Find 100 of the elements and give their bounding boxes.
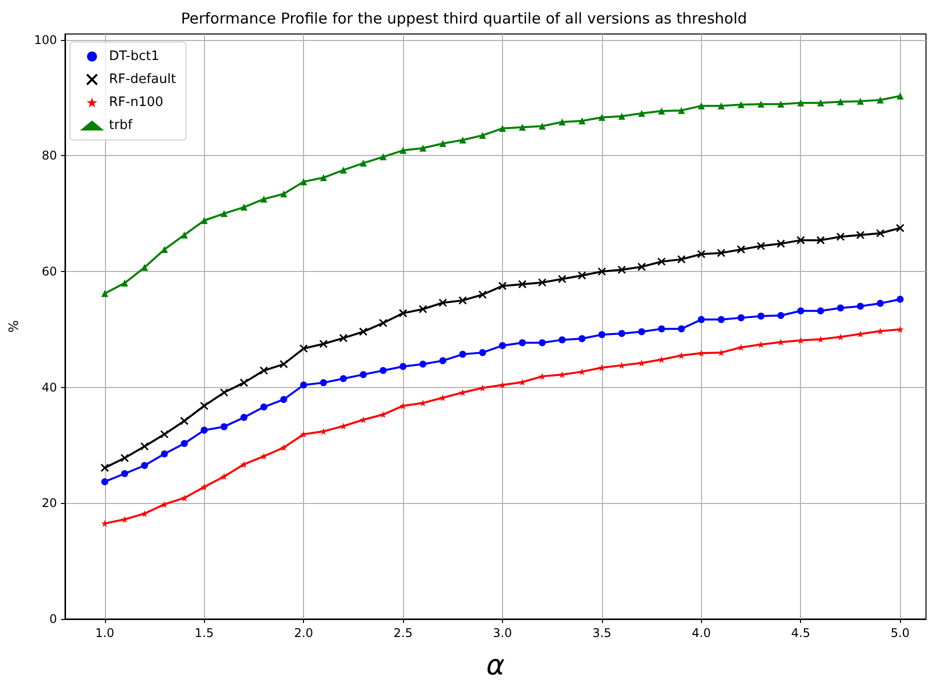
y-tick-label: 0 bbox=[49, 612, 57, 626]
point bbox=[398, 308, 408, 318]
x-tick-label: 4.5 bbox=[791, 626, 810, 640]
point bbox=[618, 330, 626, 337]
point bbox=[598, 267, 606, 276]
point bbox=[777, 100, 784, 108]
point bbox=[698, 350, 705, 357]
x-tick-label: 3.5 bbox=[592, 626, 612, 640]
y-tick-label: 60 bbox=[42, 264, 57, 278]
point bbox=[578, 117, 586, 124]
y-tick-label: 40 bbox=[42, 380, 57, 394]
point bbox=[439, 140, 446, 147]
legend-label: trbf bbox=[109, 118, 133, 133]
point bbox=[121, 280, 128, 287]
point bbox=[240, 414, 248, 421]
point bbox=[339, 334, 348, 342]
point bbox=[578, 368, 586, 376]
point bbox=[598, 114, 606, 121]
point bbox=[698, 102, 705, 110]
point bbox=[578, 335, 586, 342]
point bbox=[856, 302, 864, 310]
point bbox=[876, 96, 884, 104]
point bbox=[380, 153, 387, 160]
point bbox=[260, 404, 268, 411]
point bbox=[320, 379, 327, 386]
point bbox=[299, 344, 308, 353]
point bbox=[200, 402, 208, 410]
point bbox=[180, 231, 188, 238]
point bbox=[360, 160, 367, 167]
point bbox=[836, 232, 845, 241]
x-tick-label: 4.0 bbox=[692, 626, 711, 640]
point bbox=[698, 316, 705, 324]
point bbox=[280, 396, 288, 403]
point bbox=[300, 178, 308, 186]
point bbox=[797, 99, 804, 106]
point bbox=[736, 245, 746, 254]
point bbox=[618, 112, 626, 120]
point bbox=[538, 339, 546, 346]
x-tick-label: 1.0 bbox=[95, 626, 114, 640]
point bbox=[478, 290, 487, 299]
point bbox=[260, 196, 268, 203]
point bbox=[498, 282, 507, 290]
point bbox=[141, 264, 148, 271]
point bbox=[817, 99, 824, 106]
point bbox=[578, 271, 586, 280]
point bbox=[140, 442, 149, 451]
point bbox=[300, 382, 308, 388]
point bbox=[677, 255, 686, 264]
point bbox=[637, 262, 646, 272]
point bbox=[638, 328, 646, 336]
x-tick-label: 5.0 bbox=[890, 626, 910, 640]
point bbox=[598, 331, 606, 338]
point bbox=[738, 314, 745, 322]
point bbox=[658, 108, 666, 115]
point bbox=[160, 430, 169, 438]
point bbox=[518, 280, 527, 288]
point bbox=[896, 92, 904, 100]
point bbox=[856, 98, 864, 105]
point bbox=[418, 304, 428, 314]
x-tick-label: 3.0 bbox=[492, 626, 512, 640]
point bbox=[479, 132, 486, 139]
point bbox=[837, 304, 844, 312]
point bbox=[240, 378, 248, 387]
point bbox=[718, 102, 725, 110]
point bbox=[360, 371, 367, 378]
point bbox=[240, 204, 248, 211]
x-tick-label: 1.5 bbox=[194, 626, 214, 640]
point bbox=[558, 118, 566, 126]
point bbox=[101, 290, 108, 297]
point bbox=[678, 325, 685, 332]
point bbox=[896, 326, 904, 333]
point bbox=[280, 190, 288, 198]
x-tick-label: 2.5 bbox=[393, 626, 413, 640]
point bbox=[796, 236, 805, 244]
point bbox=[776, 239, 786, 248]
point bbox=[459, 136, 466, 144]
point bbox=[220, 388, 228, 397]
point bbox=[340, 166, 347, 174]
x-tick-label: 2.0 bbox=[294, 626, 314, 640]
point bbox=[558, 336, 566, 344]
point bbox=[498, 124, 506, 132]
point bbox=[458, 296, 467, 305]
point bbox=[538, 122, 546, 130]
point bbox=[756, 242, 766, 250]
point bbox=[518, 124, 526, 131]
point bbox=[757, 340, 764, 348]
point bbox=[896, 224, 904, 232]
point bbox=[518, 339, 526, 346]
point bbox=[141, 462, 148, 470]
point bbox=[378, 318, 388, 328]
point bbox=[757, 100, 764, 108]
point bbox=[400, 362, 407, 370]
point bbox=[220, 473, 228, 480]
point bbox=[836, 98, 844, 106]
point bbox=[459, 350, 466, 358]
y-axis-title: % bbox=[7, 320, 22, 333]
point bbox=[856, 230, 865, 240]
point bbox=[319, 340, 328, 348]
point bbox=[419, 360, 426, 368]
point bbox=[419, 144, 426, 152]
